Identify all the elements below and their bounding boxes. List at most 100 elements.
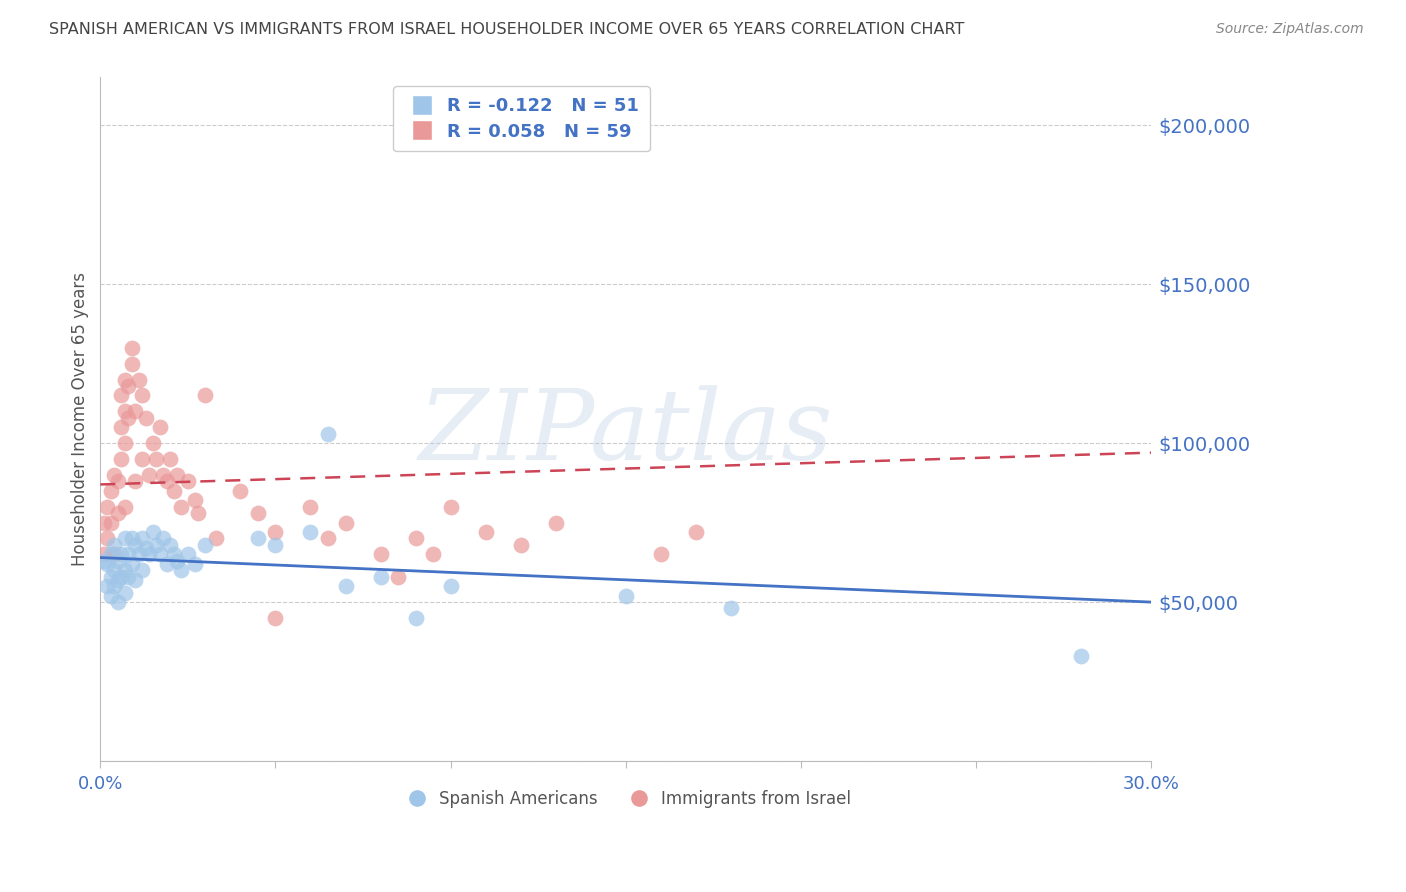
Point	[103, 579, 125, 593]
Point	[142, 525, 165, 540]
Point	[107, 573, 129, 587]
Point	[720, 601, 742, 615]
Point	[96, 532, 118, 546]
Point	[544, 516, 567, 530]
Point	[405, 532, 427, 546]
Point	[107, 554, 129, 568]
Point	[107, 475, 129, 489]
Point	[121, 357, 143, 371]
Point	[650, 548, 672, 562]
Point	[246, 506, 269, 520]
Point	[121, 341, 143, 355]
Point	[124, 573, 146, 587]
Point	[299, 525, 322, 540]
Point	[145, 452, 167, 467]
Point	[156, 475, 179, 489]
Point	[103, 538, 125, 552]
Point	[685, 525, 707, 540]
Legend: Spanish Americans, Immigrants from Israel: Spanish Americans, Immigrants from Israe…	[394, 783, 858, 814]
Point	[117, 548, 139, 562]
Point	[177, 548, 200, 562]
Point	[474, 525, 496, 540]
Point	[124, 475, 146, 489]
Point	[614, 589, 637, 603]
Point	[114, 585, 136, 599]
Point	[370, 569, 392, 583]
Point	[114, 436, 136, 450]
Point	[107, 595, 129, 609]
Point	[107, 506, 129, 520]
Text: ZIPatlas: ZIPatlas	[419, 385, 832, 481]
Point	[156, 557, 179, 571]
Point	[103, 548, 125, 562]
Point	[264, 611, 287, 625]
Point	[117, 410, 139, 425]
Point	[110, 388, 132, 402]
Point	[96, 557, 118, 571]
Point	[187, 506, 209, 520]
Point	[124, 538, 146, 552]
Point	[184, 557, 207, 571]
Point	[100, 483, 122, 498]
Point	[159, 452, 181, 467]
Point	[128, 372, 150, 386]
Point	[149, 420, 172, 434]
Point	[316, 532, 339, 546]
Point	[114, 563, 136, 577]
Point	[100, 548, 122, 562]
Point	[100, 516, 122, 530]
Point	[152, 532, 174, 546]
Point	[166, 554, 188, 568]
Point	[163, 548, 186, 562]
Point	[166, 467, 188, 482]
Point	[131, 563, 153, 577]
Point	[93, 554, 115, 568]
Point	[110, 452, 132, 467]
Point	[100, 569, 122, 583]
Point	[138, 467, 160, 482]
Point	[135, 541, 157, 555]
Point	[131, 452, 153, 467]
Point	[93, 548, 115, 562]
Point	[131, 388, 153, 402]
Text: Source: ZipAtlas.com: Source: ZipAtlas.com	[1216, 22, 1364, 37]
Point	[121, 532, 143, 546]
Point	[184, 493, 207, 508]
Point	[110, 569, 132, 583]
Point	[103, 467, 125, 482]
Point	[152, 467, 174, 482]
Point	[439, 579, 461, 593]
Point	[509, 538, 531, 552]
Point	[114, 500, 136, 514]
Point	[439, 500, 461, 514]
Point	[124, 404, 146, 418]
Point	[335, 516, 357, 530]
Point	[264, 538, 287, 552]
Point	[131, 532, 153, 546]
Point	[264, 525, 287, 540]
Point	[177, 475, 200, 489]
Point	[335, 579, 357, 593]
Point	[114, 404, 136, 418]
Point	[117, 569, 139, 583]
Point	[138, 548, 160, 562]
Point	[205, 532, 228, 546]
Point	[422, 548, 444, 562]
Y-axis label: Householder Income Over 65 years: Householder Income Over 65 years	[72, 272, 89, 566]
Point	[114, 372, 136, 386]
Point	[1070, 649, 1092, 664]
Point	[316, 426, 339, 441]
Point	[163, 483, 186, 498]
Point	[229, 483, 252, 498]
Point	[170, 563, 193, 577]
Point	[149, 548, 172, 562]
Point	[299, 500, 322, 514]
Point	[117, 379, 139, 393]
Point	[194, 538, 217, 552]
Text: SPANISH AMERICAN VS IMMIGRANTS FROM ISRAEL HOUSEHOLDER INCOME OVER 65 YEARS CORR: SPANISH AMERICAN VS IMMIGRANTS FROM ISRA…	[49, 22, 965, 37]
Point	[96, 579, 118, 593]
Point	[370, 548, 392, 562]
Point	[103, 563, 125, 577]
Point	[142, 436, 165, 450]
Point	[145, 538, 167, 552]
